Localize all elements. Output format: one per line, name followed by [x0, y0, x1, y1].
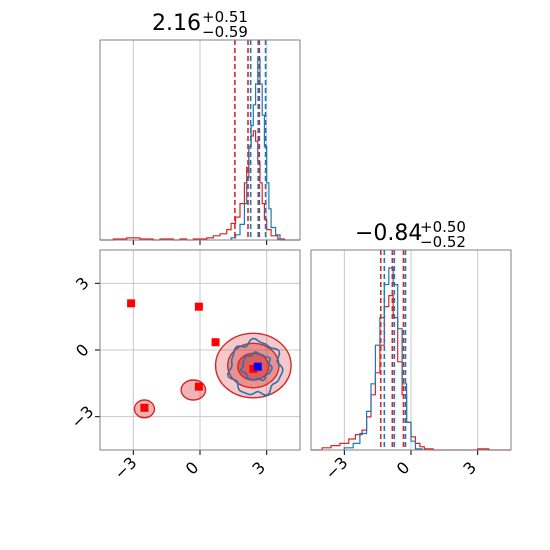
red-marker	[249, 364, 258, 373]
top-title-lower: −0.59	[202, 23, 248, 41]
red-marker	[194, 382, 203, 391]
top-histogram-panel	[99, 39, 301, 245]
red-marker	[127, 299, 136, 308]
x-tick-label: 3	[459, 458, 480, 479]
x-tick-label: 0	[182, 458, 203, 479]
x-tick-label: −3	[110, 453, 140, 483]
red-histogram-series	[100, 130, 300, 241]
blue-contour-level	[226, 337, 284, 397]
plot-frame	[99, 39, 301, 241]
right-title-value: −0.84	[355, 221, 422, 246]
top-title-upper: +0.51	[202, 8, 248, 26]
contour-panel: −3 0 3 −3 0 3	[67, 249, 301, 483]
red-marker	[194, 302, 203, 311]
plot-frame	[310, 249, 512, 451]
top-title-value: 2.16	[152, 11, 201, 36]
blue-contour-level	[240, 351, 273, 382]
titles: 2.16 +0.51 −0.59 −0.84 +0.50 −0.52	[152, 8, 466, 251]
blue-marker	[253, 362, 262, 371]
red-marker	[140, 403, 149, 412]
right-histogram-panel: −3 0 3	[310, 249, 512, 483]
plot-frame	[99, 249, 301, 451]
x-tick-label: −3	[321, 453, 351, 483]
right-title-upper: +0.50	[420, 218, 466, 236]
blue-histogram-series	[343, 267, 423, 450]
red-marker	[211, 338, 220, 347]
y-tick-label: 3	[72, 273, 93, 294]
x-tick-label: 3	[248, 458, 269, 479]
right-title-lower: −0.52	[420, 233, 466, 251]
y-tick-label: 0	[72, 340, 93, 361]
x-tick-label: 0	[393, 458, 414, 479]
y-tick-label: −3	[67, 402, 97, 432]
